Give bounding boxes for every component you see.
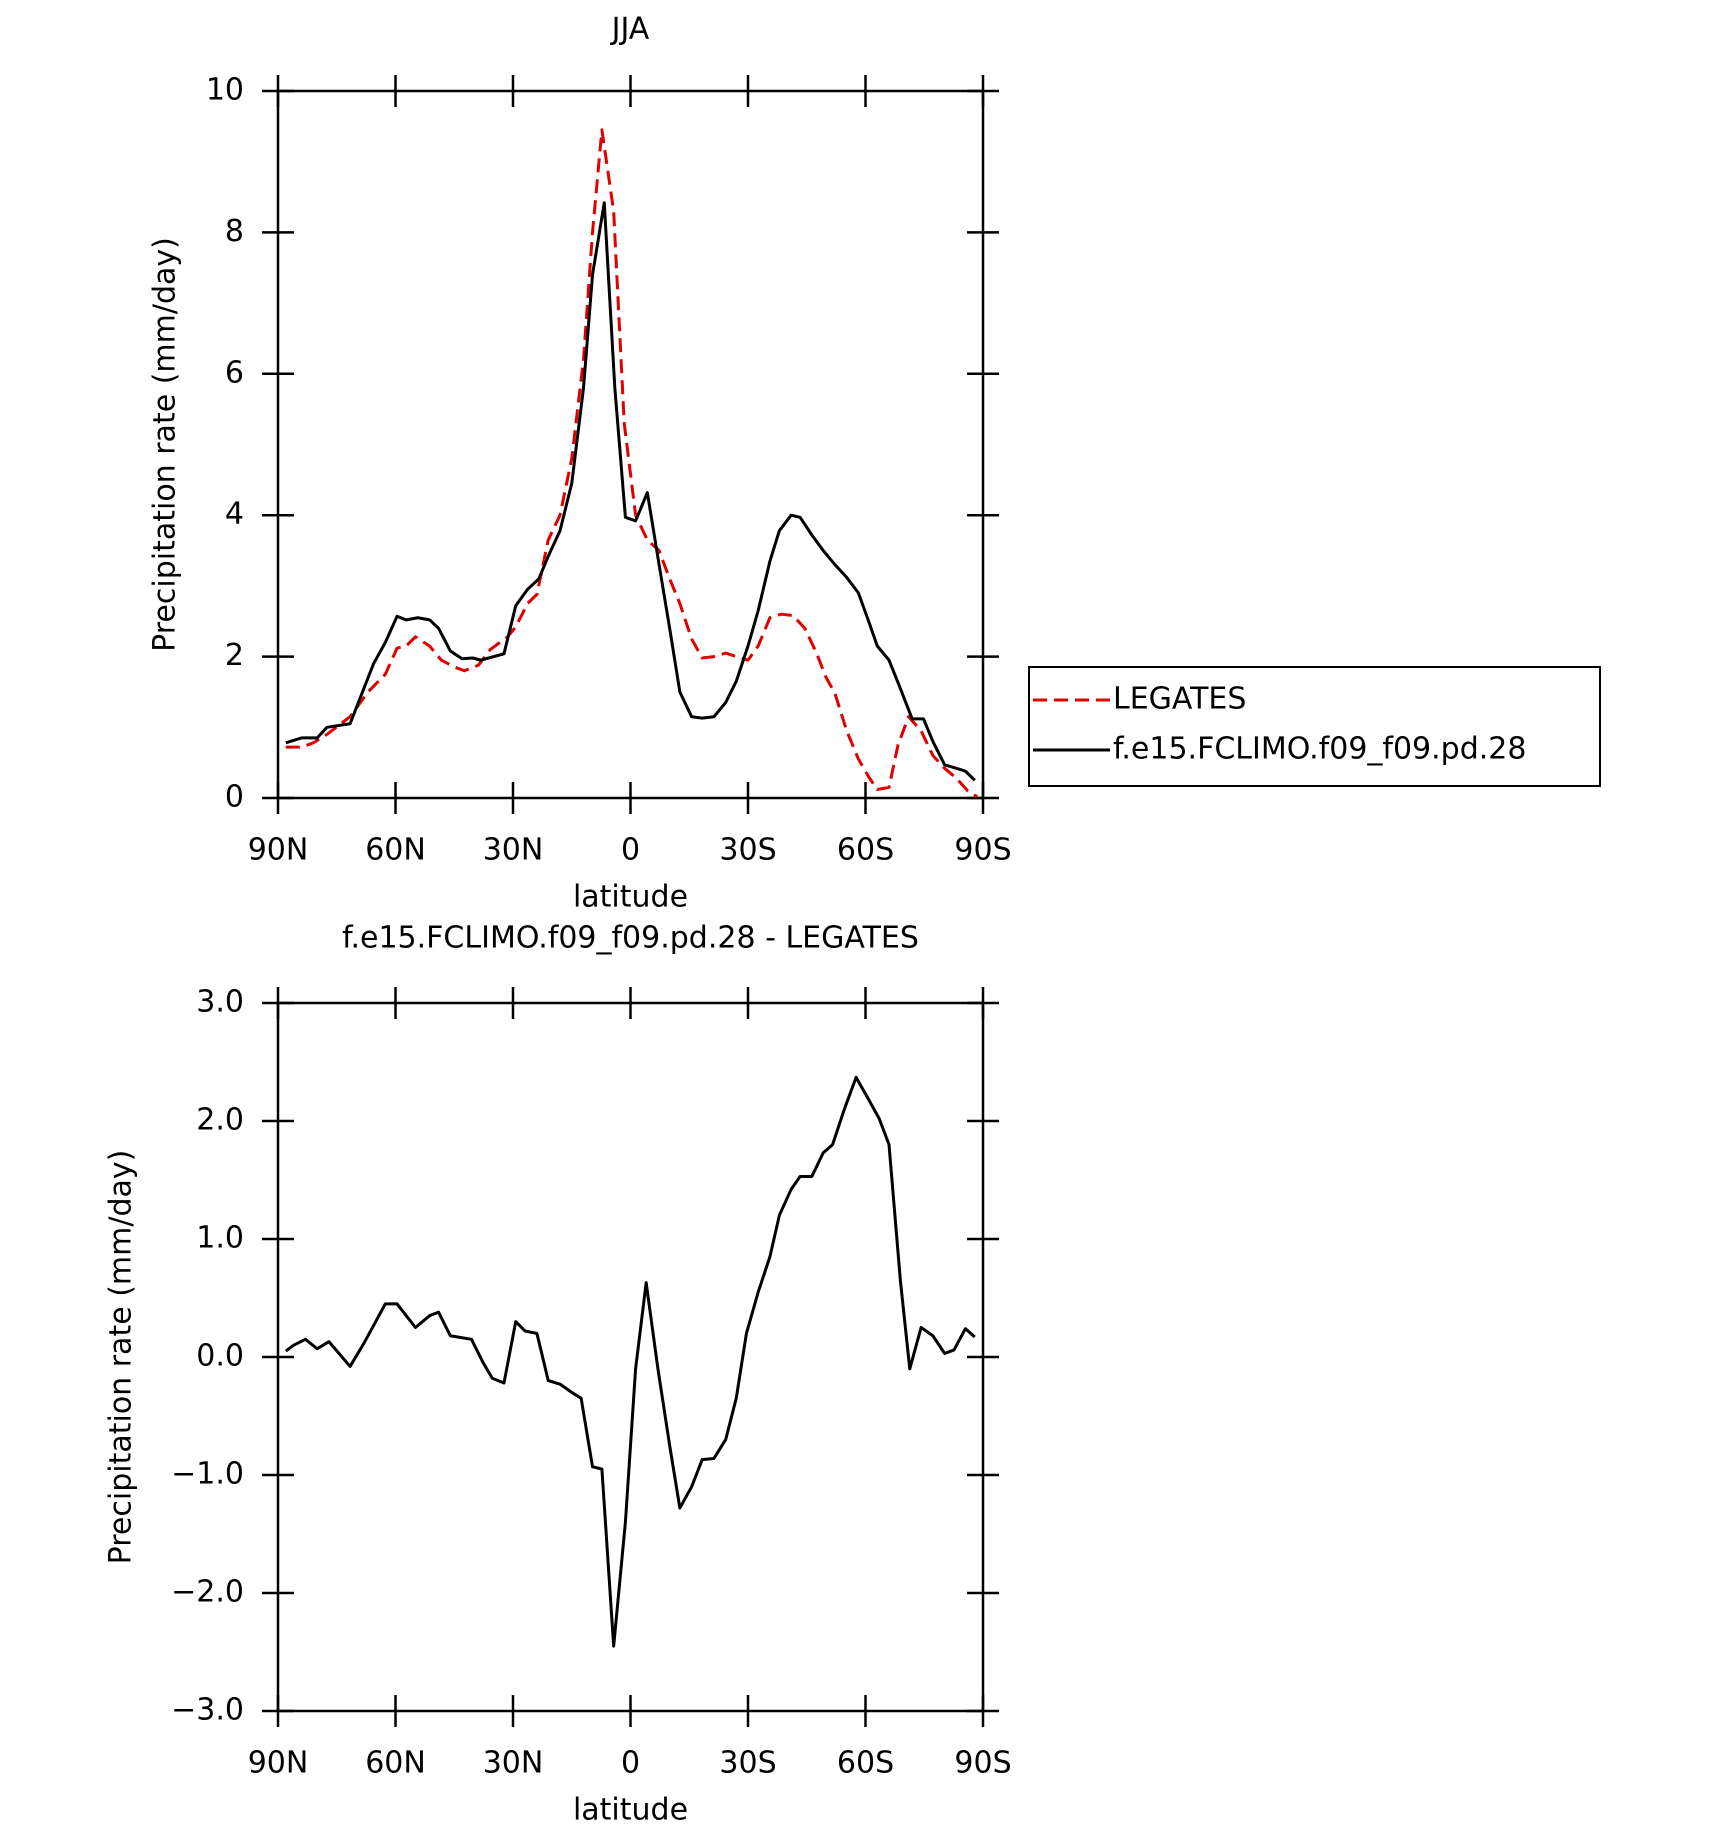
y-tick-label: 4 [225, 497, 244, 532]
data-line [284, 1075, 976, 1648]
y-tick-label: 6 [225, 355, 244, 390]
plot-frame [276, 1001, 985, 1713]
chart-title: f.e15.FCLIMO.f09_f09.pd.28 - LEGATES [342, 921, 919, 956]
legend-box [1028, 666, 1601, 787]
x-axis-label: latitude [573, 1793, 688, 1828]
x-tick-label: 30S [719, 833, 776, 868]
y-tick-label: −3.0 [171, 1693, 244, 1728]
x-tick-label: 30N [483, 833, 544, 868]
x-tick-label: 60N [365, 1746, 426, 1781]
y-tick-label: 10 [206, 73, 244, 108]
x-axis-label: latitude [573, 880, 688, 915]
plot-frame [276, 89, 985, 800]
x-tick-label: 90S [954, 1746, 1011, 1781]
y-tick-label: 2.0 [196, 1103, 244, 1138]
x-tick-label: 30N [483, 1746, 544, 1781]
x-tick-label: 60S [837, 1746, 894, 1781]
y-tick-label: −2.0 [171, 1575, 244, 1610]
x-tick-label: 60S [837, 833, 894, 868]
x-tick-label: 90S [954, 833, 1011, 868]
y-axis-label: Precipitation rate (mm/day) [104, 1150, 139, 1565]
y-tick-label: 3.0 [196, 985, 244, 1020]
data-line [285, 128, 978, 798]
y-tick-label: −1.0 [171, 1457, 244, 1492]
y-tick-label: 0 [225, 780, 244, 815]
y-tick-label: 8 [225, 214, 244, 249]
x-tick-label: 60N [365, 833, 426, 868]
y-axis-label: Precipitation rate (mm/day) [148, 237, 183, 652]
legend-label: LEGATES [1113, 682, 1246, 717]
legend-label: f.e15.FCLIMO.f09_f09.pd.28 [1113, 732, 1526, 767]
y-tick-label: 0.0 [196, 1339, 244, 1374]
x-tick-label: 90N [248, 1746, 309, 1781]
x-tick-label: 0 [621, 833, 640, 868]
x-tick-label: 0 [621, 1746, 640, 1781]
y-tick-label: 1.0 [196, 1221, 244, 1256]
data-line [285, 201, 976, 782]
y-tick-label: 2 [225, 638, 244, 673]
chart-title: JJA [610, 12, 650, 47]
x-tick-label: 30S [719, 1746, 776, 1781]
x-tick-label: 90N [248, 833, 309, 868]
